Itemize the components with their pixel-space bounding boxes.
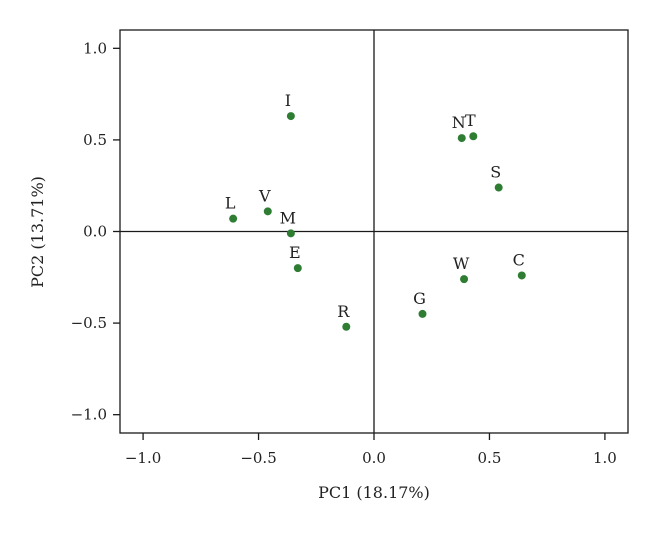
point-label-V: V	[258, 186, 271, 205]
point-label-L: L	[225, 194, 236, 213]
x-tick-label: 1.0	[593, 449, 617, 467]
y-tick-label: −0.5	[71, 314, 107, 332]
point-label-T: T	[465, 111, 476, 130]
y-axis: −1.0 −0.5 0.0 0.5 1.0	[71, 39, 120, 424]
data-point-V	[263, 207, 272, 216]
point-label-G: G	[413, 289, 426, 308]
y-tick-label: −1.0	[71, 406, 107, 424]
x-axis: −1.0 −0.5 0.0 0.5 1.0	[125, 433, 617, 467]
point-label-R: R	[337, 302, 350, 321]
x-tick-label: 0.5	[478, 449, 502, 467]
data-point-E	[293, 264, 302, 273]
reference-lines	[120, 30, 628, 433]
point-label-C: C	[513, 250, 525, 269]
x-tick-label: 0.0	[362, 449, 386, 467]
point-label-W: W	[453, 254, 470, 273]
data-point-W	[460, 275, 469, 284]
y-axis-title: PC2 (13.71%)	[28, 176, 47, 288]
data-point-M	[286, 229, 295, 238]
y-tick-label: 0.5	[83, 131, 107, 149]
data-point-I	[286, 112, 295, 121]
point-label-I: I	[285, 91, 291, 110]
data-point-C	[517, 271, 526, 280]
data-point-N	[457, 134, 466, 143]
point-label-N: N	[452, 113, 466, 132]
point-label-S: S	[490, 163, 501, 182]
x-tick-label: −0.5	[240, 449, 276, 467]
x-tick-label: −1.0	[125, 449, 161, 467]
data-point-S	[494, 183, 503, 192]
point-label-E: E	[289, 243, 301, 262]
y-tick-label: 0.0	[83, 223, 107, 241]
data-point-T	[469, 132, 478, 141]
y-tick-label: 1.0	[83, 39, 107, 57]
point-label-M: M	[280, 208, 296, 227]
x-axis-title: PC1 (18.17%)	[318, 483, 430, 502]
data-point-R	[342, 322, 351, 331]
data-point-G	[418, 309, 427, 318]
data-points: I N T S L VME W C G R	[225, 91, 526, 331]
data-point-L	[229, 214, 238, 223]
